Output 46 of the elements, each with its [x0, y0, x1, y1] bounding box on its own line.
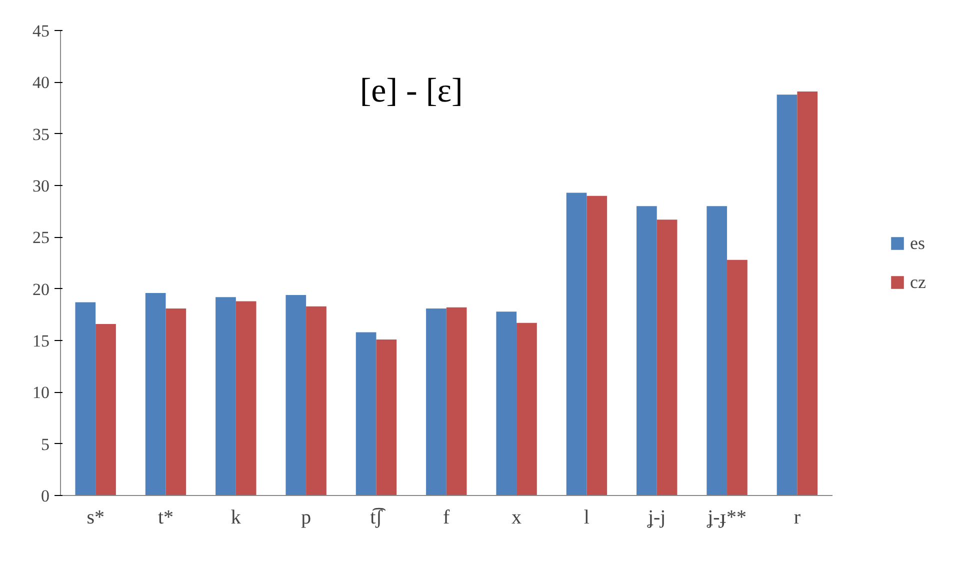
y-tick-label: 40: [32, 73, 50, 92]
y-tick-label: 25: [32, 228, 50, 248]
y-tick-label: 0: [41, 486, 50, 506]
y-tick-label: 30: [32, 176, 50, 196]
bar: [166, 308, 186, 496]
bar: [306, 306, 326, 496]
x-tick-label: s*: [86, 506, 104, 528]
bar: [236, 301, 256, 496]
x-tick-label: f: [443, 506, 450, 528]
bar: [656, 220, 678, 496]
bar: [376, 339, 397, 496]
bar: [566, 192, 587, 496]
bar: [356, 332, 376, 496]
x-tick-label: k: [230, 506, 241, 528]
x-tick-label: l: [584, 506, 590, 528]
y-tick-label: 5: [41, 434, 50, 454]
x-tick-label: p: [301, 506, 312, 528]
x-tick-label: ʝ-j: [646, 506, 666, 528]
y-tick-label: 20: [32, 280, 50, 299]
bar: [286, 295, 306, 496]
legend-label: es: [910, 232, 926, 254]
bar: [496, 312, 517, 496]
text: [e] - [ɛ]: [360, 72, 463, 110]
y-tick-label: 45: [32, 22, 50, 40]
y-tick-label: 10: [32, 383, 50, 402]
legend-label: cz: [910, 272, 927, 292]
bar: [145, 292, 166, 496]
bar: [636, 206, 657, 496]
x-tick-label: ʝ-ɟ**: [706, 506, 746, 528]
x-tick-label: t͡ʃ: [370, 506, 386, 528]
y-tick-label: 15: [32, 332, 50, 350]
bar: [706, 206, 728, 496]
bar: [426, 308, 446, 496]
x-tick-label: t*: [158, 506, 174, 528]
bar: [586, 196, 608, 496]
bar: [727, 260, 748, 496]
bar: [216, 297, 236, 496]
bar: [75, 302, 96, 496]
bar: [446, 307, 467, 496]
bar: [96, 324, 116, 496]
x-tick-label: x: [512, 506, 522, 528]
bar: [797, 91, 818, 496]
bar: [776, 94, 798, 496]
y-tick-label: 35: [32, 124, 50, 144]
x-tick-label: r: [794, 506, 801, 528]
bar: [516, 322, 537, 496]
